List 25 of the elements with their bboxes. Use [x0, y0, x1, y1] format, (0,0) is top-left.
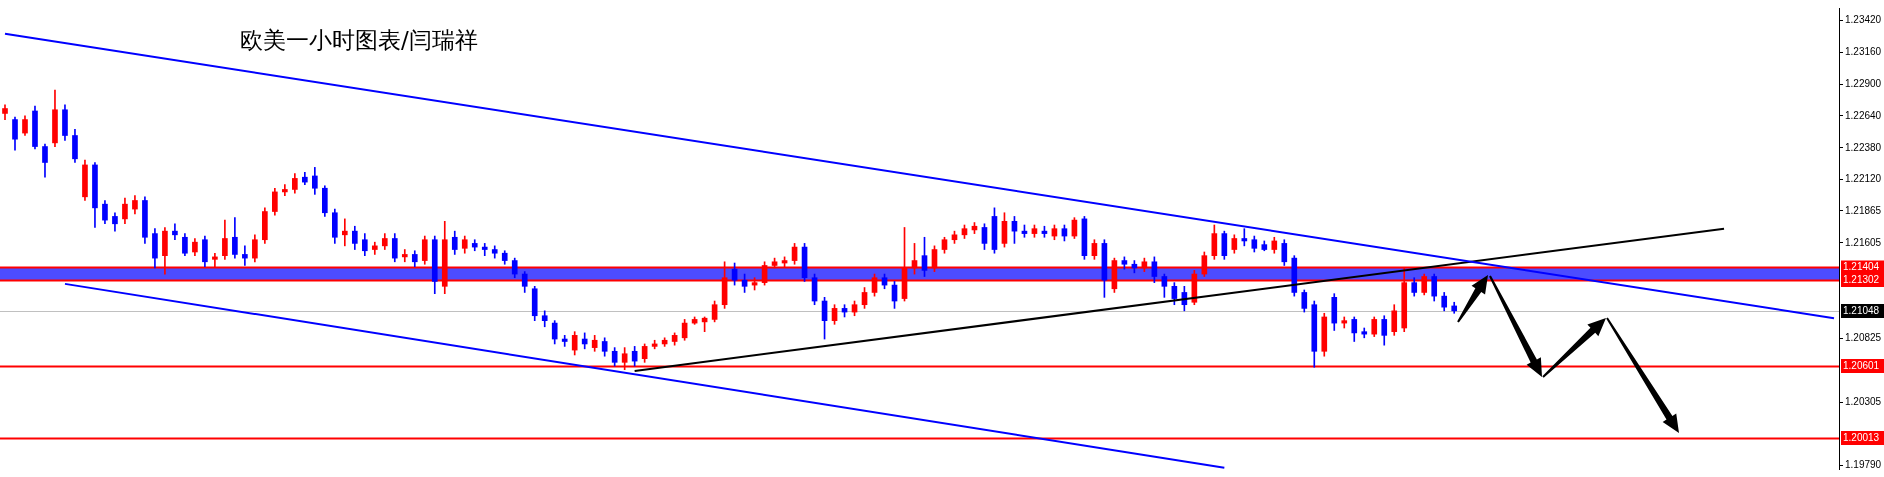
ref-line-label: 1.20013	[1843, 431, 1880, 443]
y-tick-label: 1.22120	[1845, 173, 1882, 185]
ref-line-label: 1.21404	[1843, 261, 1880, 273]
candlestick	[561, 335, 568, 347]
y-tick-label: 1.23420	[1845, 14, 1882, 26]
ref-line-label: 1.21302	[1843, 273, 1880, 285]
y-tick-label: 1.21605	[1845, 236, 1882, 248]
candlestick	[242, 245, 248, 266]
y-tick-label: 1.20305	[1845, 395, 1882, 407]
candlestick	[282, 184, 288, 196]
y-tick-label: 1.22640	[1845, 109, 1882, 121]
y-tick-label: 1.22900	[1845, 77, 1882, 89]
candlestick	[481, 243, 488, 256]
candlestick	[1241, 228, 1248, 247]
candlestick	[401, 249, 408, 263]
y-tick-label: 1.22380	[1845, 141, 1882, 153]
text: 欧美一小时图表/闫瑞祥	[240, 26, 478, 53]
candlestick	[172, 223, 178, 241]
ref-line-label: 1.20601	[1843, 359, 1880, 371]
y-tick-label: 1.21865	[1845, 204, 1882, 216]
ref-line-label: 1.21048	[1843, 304, 1880, 316]
y-tick-label: 1.23160	[1845, 45, 1882, 57]
y-tick-label: 1.20825	[1845, 332, 1882, 344]
y-tick-label: 1.19790	[1845, 459, 1882, 471]
candlestick	[341, 218, 348, 247]
